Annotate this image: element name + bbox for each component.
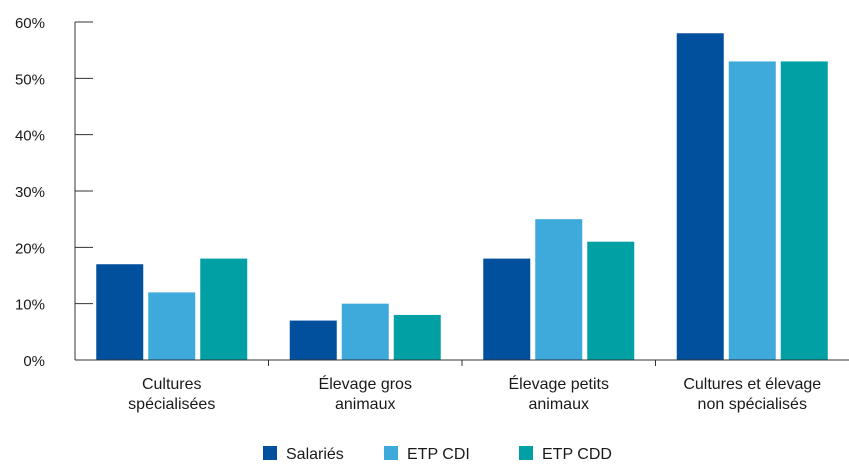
bars [96,33,828,361]
bar-1-4 [676,33,724,361]
bar-3-1 [200,258,248,360]
bar-1-3 [483,258,531,360]
bar-1-1 [96,264,144,360]
legend-label: Salariés [286,446,344,463]
bar-3-2 [393,314,441,360]
legend-item: ETP CDI [384,446,470,463]
y-tick-label: 30% [15,184,45,201]
y-tick-label: 50% [15,71,45,88]
x-tick-label: Cultures spécialisées [128,376,215,413]
legend-swatch [519,446,533,460]
legend-label: ETP CDD [542,446,612,463]
legend: Salariés ETP CDI ETP CDD [263,446,612,463]
bar-2-1 [148,292,196,360]
legend-item: ETP CDD [519,446,612,463]
bar-2-3 [535,219,583,360]
x-tick-label: Élevage petits animaux [508,374,609,413]
x-axis: Cultures spécialisées Élevage gros animaux É… [75,359,849,413]
legend-swatch [384,446,398,460]
legend-swatch [263,446,277,460]
y-tick-label: 40% [15,128,45,145]
y-tick-label: 60% [15,15,45,32]
y-tick-label: 20% [15,240,45,257]
y-tick-label: 10% [15,297,45,314]
legend-label: ETP CDI [407,446,470,463]
bar-3-3 [587,241,635,360]
x-tick-label: Élevage gros animaux [319,374,412,413]
bar-3-4 [780,61,828,360]
y-axis-ticks: 0% 10% 20% 30% 40% 50% 60% [15,15,93,370]
y-tick-label: 0% [23,353,45,370]
legend-item: Salariés [263,446,344,463]
x-tick-label: Cultures et élevage non spécialisés [683,376,821,413]
bar-2-4 [728,61,776,360]
bar-1-2 [289,320,337,360]
bar-2-2 [341,303,389,360]
